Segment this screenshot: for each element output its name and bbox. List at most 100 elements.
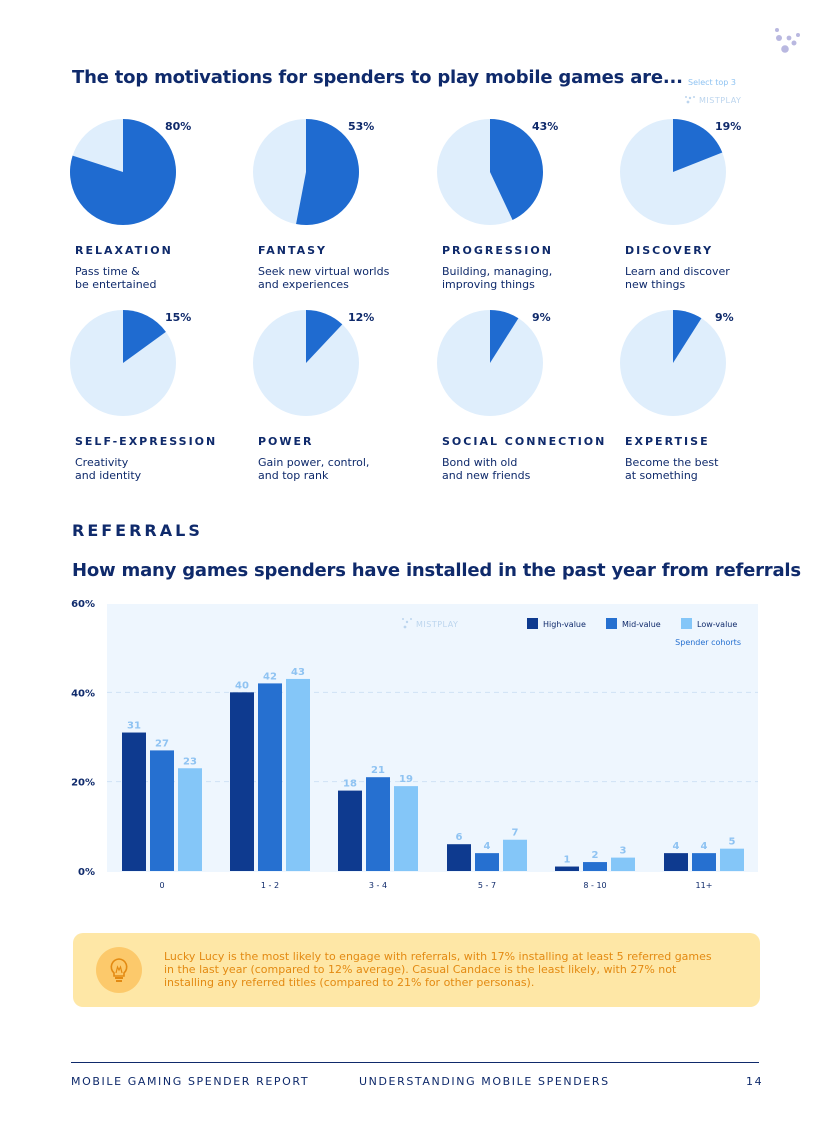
insight-callout: Lucky Lucy is the most likely to engage … xyxy=(73,933,760,1007)
pie-progression xyxy=(437,119,543,225)
motivation-label: POWER xyxy=(258,435,314,448)
motivation-label: SELF-EXPRESSION xyxy=(75,435,218,448)
pie-social-connection xyxy=(437,310,543,416)
bar-value-label: 4 xyxy=(673,841,680,852)
legend-swatch xyxy=(527,618,538,629)
section-title: REFERRALS xyxy=(72,521,203,540)
pie-slice xyxy=(123,310,166,363)
pie-percent-label: 12% xyxy=(348,311,375,324)
lightbulb-icon-circle xyxy=(96,947,142,993)
bar-value-label: 40 xyxy=(235,680,249,691)
mistplay-logo-dot xyxy=(402,618,404,620)
brand-watermark xyxy=(402,618,412,629)
referrals-title: How many games spenders have installed i… xyxy=(72,560,801,581)
motivation-description: Pass time & be entertained xyxy=(75,265,157,291)
page-number: 14 xyxy=(746,1075,764,1088)
bar-value-label: 31 xyxy=(127,721,141,732)
mistplay-logo-dot xyxy=(410,618,412,620)
bar-value-label: 7 xyxy=(512,828,519,839)
pie-percent-label: 15% xyxy=(165,311,192,324)
bar-value-label: 2 xyxy=(592,850,599,861)
footer-divider xyxy=(71,1062,759,1063)
bar-high-value xyxy=(555,866,579,871)
mistplay-logo-dot xyxy=(405,620,409,624)
motivation-label: EXPERTISE xyxy=(625,435,710,448)
x-tick-label: 3 - 4 xyxy=(369,881,387,890)
pie-discovery xyxy=(620,119,726,225)
pie-fantasy xyxy=(253,119,360,225)
motivation-label: PROGRESSION xyxy=(442,244,553,257)
pie-percent-label: 9% xyxy=(532,311,551,324)
bar-value-label: 42 xyxy=(263,671,277,682)
brand-watermark: MISTPLAY xyxy=(684,95,741,105)
bar-mid-value xyxy=(366,777,390,871)
bar-value-label: 5 xyxy=(729,837,736,848)
motivation-label: DISCOVERY xyxy=(625,244,714,257)
pie-slice xyxy=(296,119,360,225)
pie-slice xyxy=(673,119,723,172)
bar-high-value xyxy=(338,790,362,871)
y-tick-label: 20% xyxy=(71,778,95,789)
bar-high-value xyxy=(664,853,688,871)
bar-high-value xyxy=(447,844,471,871)
pie-self-expression xyxy=(70,310,176,416)
mistplay-logo-dot xyxy=(403,625,407,629)
pie-percent-label: 19% xyxy=(715,120,742,133)
bar-value-label: 23 xyxy=(183,756,197,767)
bar-value-label: 4 xyxy=(484,841,491,852)
y-tick-label: 0% xyxy=(78,867,95,878)
bar-mid-value xyxy=(150,750,174,871)
y-tick-label: 40% xyxy=(71,688,95,699)
brand-logo-icon xyxy=(775,28,800,53)
select-note: Select top 3 xyxy=(688,78,736,87)
bar-mid-value xyxy=(692,853,716,871)
motivation-description: Gain power, control, and top rank xyxy=(258,456,370,482)
x-tick-label: 0 xyxy=(159,881,164,890)
bar-value-label: 27 xyxy=(155,738,169,749)
bar-value-label: 6 xyxy=(456,832,463,843)
motivation-label: SOCIAL CONNECTION xyxy=(442,435,607,448)
bar-low-value xyxy=(503,839,527,871)
motivation-description: Learn and discover new things xyxy=(625,265,730,291)
pie-slice xyxy=(70,119,176,225)
brand-name: MISTPLAY xyxy=(699,95,742,105)
bar-low-value xyxy=(394,786,418,871)
motivation-description: Become the best at something xyxy=(625,456,719,482)
bar-value-label: 1 xyxy=(564,855,571,866)
legend-swatch xyxy=(681,618,692,629)
bar-value-label: 4 xyxy=(701,841,708,852)
lightbulb-icon xyxy=(110,958,128,982)
x-tick-label: 8 - 10 xyxy=(583,881,606,890)
pie-slice xyxy=(490,119,543,220)
motivation-description: Seek new virtual worlds and experiences xyxy=(258,265,390,291)
legend-label: Mid-value xyxy=(622,620,661,629)
x-tick-label: 1 - 2 xyxy=(261,881,279,890)
motivation-description: Building, managing, improving things xyxy=(442,265,553,291)
legend-label: Low-value xyxy=(697,620,737,629)
bar-value-label: 21 xyxy=(371,765,385,776)
pie-expertise xyxy=(620,310,726,416)
legend-label: High-value xyxy=(543,620,586,629)
legend-caption: Spender cohorts xyxy=(675,638,741,647)
pie-percent-label: 43% xyxy=(532,120,559,133)
motivation-label: RELAXATION xyxy=(75,244,173,257)
footer-report-name: MOBILE GAMING SPENDER REPORT xyxy=(71,1075,310,1088)
mistplay-logo-icon xyxy=(685,96,695,104)
bar-low-value xyxy=(286,678,310,871)
pie-power xyxy=(253,310,359,416)
bar-value-label: 3 xyxy=(620,846,627,857)
x-tick-label: 5 - 7 xyxy=(478,881,496,890)
legend-swatch xyxy=(606,618,617,629)
footer-section-name: UNDERSTANDING MOBILE SPENDERS xyxy=(359,1075,610,1088)
bar-mid-value xyxy=(583,862,607,871)
bar-high-value xyxy=(230,692,254,871)
bar-mid-value xyxy=(475,853,499,871)
callout-text: Lucky Lucy is the most likely to engage … xyxy=(164,950,712,989)
bar-mid-value xyxy=(258,683,282,871)
motivation-description: Creativity and identity xyxy=(75,456,142,482)
bar-value-label: 43 xyxy=(291,667,305,678)
pie-relaxation xyxy=(70,119,176,225)
pie-slice xyxy=(673,310,702,363)
motivation-label: FANTASY xyxy=(258,244,328,257)
